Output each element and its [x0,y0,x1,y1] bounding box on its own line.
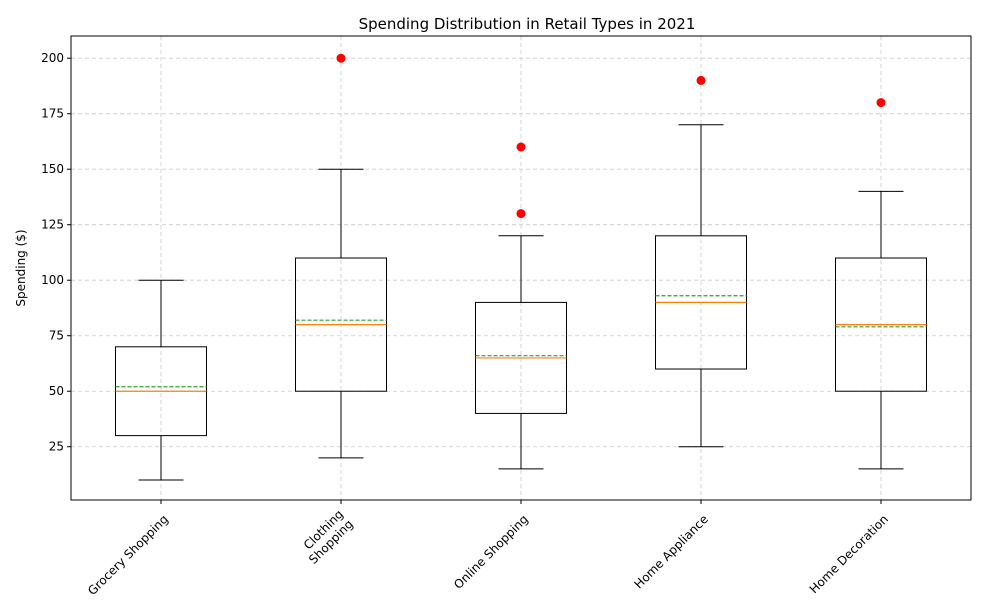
y-tick-label: 125 [41,218,64,232]
outlier-point [516,142,526,152]
y-tick-label: 75 [49,329,64,343]
x-tick-label-line: Grocery Shopping [85,512,171,598]
box-group [475,142,567,470]
x-tick-label-text: Online Shopping [451,512,531,592]
x-tick-label-text: Home Appliance [632,512,711,591]
y-tick-label: 200 [41,51,64,65]
outlier-point [516,209,526,219]
y-tick-label: 50 [49,384,64,398]
x-tick-label-line: Online Shopping [451,512,531,592]
x-tick-label: Grocery Shopping [85,512,171,598]
box-group [115,279,207,481]
outlier-point [696,75,706,85]
y-tick-label: 175 [41,107,64,121]
box-group [295,53,387,459]
y-axis-label: Spending ($) [14,229,28,306]
x-tick-label-line: Home Decoration [807,512,891,596]
y-tick-label: 150 [41,162,64,176]
x-tick-label-text: Grocery Shopping [85,512,171,598]
y-tick-label: 100 [41,273,64,287]
outlier-point [336,53,346,63]
x-axis: Grocery Shopping ClothingShopping Online S… [85,500,891,598]
x-tick-label-text: Home Decoration [807,512,891,596]
outlier-point [876,98,886,108]
box-group [655,75,747,448]
chart-title: Spending Distribution in Retail Types in… [359,15,696,33]
x-tick-label-text: ClothingShopping [296,507,356,567]
x-tick-label-line: Home Appliance [632,512,711,591]
y-tick-label: 25 [49,440,64,454]
x-tick-label: ClothingShopping [296,507,356,567]
y-axis: 25 50 75 100 125 150 175 200 [41,51,71,454]
x-tick-label: Online Shopping [451,512,531,592]
x-tick-label: Home Appliance [632,512,711,591]
box-series [115,53,927,481]
x-tick-label: Home Decoration [807,512,891,596]
box-group [835,98,927,470]
